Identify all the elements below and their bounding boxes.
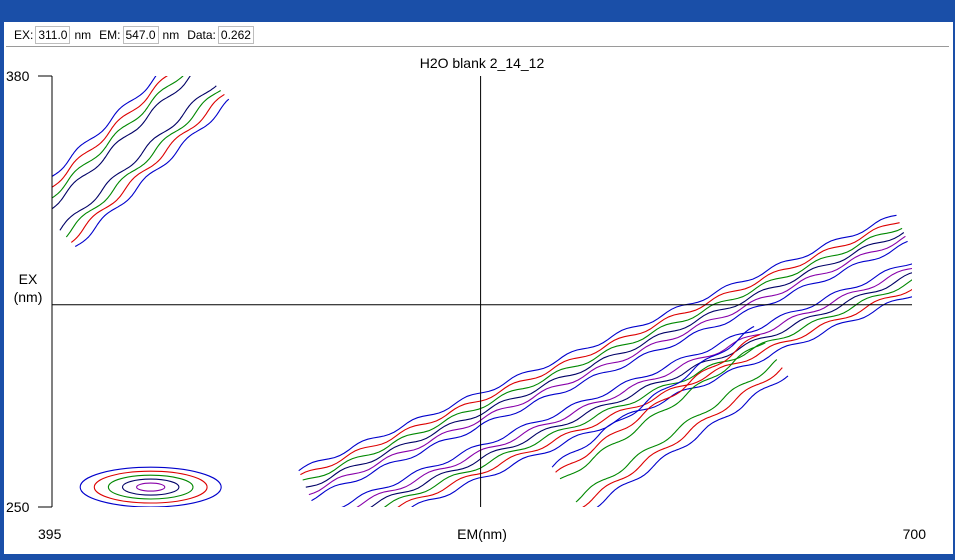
low-region-peak-contour [79, 466, 222, 507]
em-label: EM: [99, 28, 121, 42]
em-unit: nm [162, 28, 180, 42]
low-region-peak-contour [93, 470, 208, 504]
readout-bar: EX: 311.0 nm EM: 547.0 nm Data: 0.262 [6, 24, 949, 47]
raman-scatter-main-contour [411, 296, 912, 507]
raman-scatter-main-contour [305, 232, 905, 488]
raman-scatter-main-contour [341, 263, 912, 507]
contour-chart[interactable]: H2O blank 2_14_12 380 250 395 700 EM(nm)… [0, 48, 949, 554]
raman-scatter-secondary-contour [555, 334, 760, 473]
y-axis-label-line: EX [19, 271, 38, 287]
raman-scatter-main-contour [298, 214, 897, 472]
y-axis-label-line: (nm) [14, 289, 43, 305]
x-tick-label-right: 700 [903, 526, 927, 542]
raman-scatter-secondary-contour [575, 359, 778, 503]
raman-scatter-main-contour [356, 267, 912, 507]
ex-label: EX: [14, 28, 34, 42]
low-region-peak-contour [121, 478, 180, 496]
raman-scatter-main-contour [300, 222, 900, 476]
data-label: Data: [187, 28, 216, 42]
raman-scatter-secondary-contour [551, 326, 755, 468]
rayleigh-scatter-upper-contour [59, 85, 217, 231]
raman-scatter-main-contour [308, 235, 906, 496]
rayleigh-scatter-upper-contour [52, 76, 184, 199]
y-axis-label: EX (nm) [14, 271, 43, 305]
low-region-peak-contour [136, 482, 166, 492]
y-tick-label-bottom: 250 [6, 499, 30, 515]
rayleigh-scatter-upper-contour [74, 98, 230, 247]
chart-title: H2O blank 2_14_12 [420, 55, 545, 71]
data-value-field[interactable]: 0.262 [217, 26, 254, 44]
raman-scatter-main-contour [383, 279, 912, 507]
contour-lines [52, 76, 912, 507]
raman-scatter-secondary-contour [582, 367, 783, 507]
low-region-peak-contour [107, 474, 194, 500]
raman-scatter-main-contour [397, 288, 912, 507]
rayleigh-scatter-upper-contour [65, 90, 221, 238]
x-axis-label: EM(nm) [457, 526, 507, 542]
ex-value-field[interactable]: 311.0 [35, 26, 71, 44]
raman-scatter-secondary-contour [559, 342, 766, 480]
ex-unit: nm [74, 28, 92, 42]
rayleigh-scatter-upper-contour [70, 93, 225, 243]
raman-scatter-main-contour [302, 227, 903, 481]
rayleigh-scatter-upper-contour [52, 76, 157, 178]
raman-scatter-secondary-contour [596, 375, 789, 507]
rayleigh-scatter-upper-contour [52, 76, 191, 210]
rayleigh-scatter-upper-contour [52, 76, 168, 188]
raman-scatter-main-contour [370, 272, 912, 507]
title-strip [0, 0, 955, 22]
raman-scatter-main-contour [311, 240, 908, 502]
y-tick-label-top: 380 [6, 68, 30, 84]
em-value-field[interactable]: 547.0 [122, 26, 159, 44]
x-tick-label-left: 395 [38, 526, 62, 542]
